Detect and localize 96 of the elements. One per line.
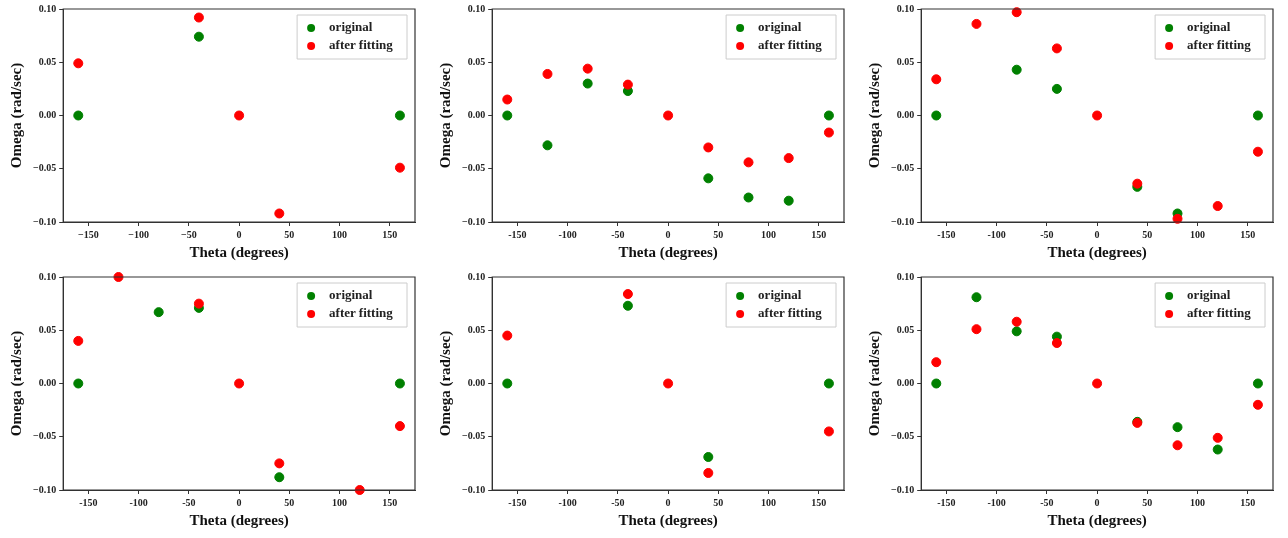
x-tick-label: -50 — [1040, 496, 1054, 508]
y-tick-label: 0.05 — [896, 323, 915, 335]
x-tick-label: -150 — [937, 228, 956, 240]
legend-label: after fitting — [758, 305, 823, 321]
x-tick-label: 0 — [236, 496, 242, 508]
x-tick-label: −50 — [180, 228, 197, 240]
x-axis-title: Theta (degrees) — [189, 243, 289, 261]
x-tick-label: 100 — [332, 496, 348, 508]
x-tick-label: 150 — [811, 228, 827, 240]
y-axis-title: Omega (rad/sec) — [865, 62, 883, 169]
x-axis-title: Theta (degrees) — [189, 511, 289, 529]
y-tick-label: 0.10 — [896, 2, 915, 14]
x-tick-label: 150 — [1240, 496, 1256, 508]
x-tick-label: 150 — [382, 228, 398, 240]
legend-label: original — [1187, 19, 1231, 35]
x-axis-title: Theta (degrees) — [618, 511, 718, 529]
x-tick-label: 100 — [1190, 228, 1206, 240]
x-tick-label: 50 — [284, 228, 295, 240]
x-tick-label: 100 — [1190, 496, 1206, 508]
y-tick-label: 0.05 — [38, 55, 57, 67]
y-axis-title: Omega (rad/sec) — [436, 330, 454, 437]
x-tick-label: −150 — [77, 228, 99, 240]
y-tick-label: −0.10 — [891, 215, 915, 227]
x-tick-label: -50 — [611, 496, 625, 508]
x-tick-label: -50 — [182, 496, 196, 508]
x-tick-label: -150 — [508, 496, 527, 508]
y-tick-label: −0.05 — [33, 430, 57, 442]
x-tick-label: 0 — [665, 496, 671, 508]
legend-label: after fitting — [758, 37, 823, 53]
x-tick-label: 0 — [236, 228, 242, 240]
legend-label: after fitting — [1187, 37, 1252, 53]
y-tick-label: −0.10 — [462, 215, 486, 227]
x-axis-title: Theta (degrees) — [1047, 511, 1147, 529]
x-tick-label: -100 — [558, 496, 577, 508]
y-tick-label: 0.00 — [896, 109, 915, 121]
x-tick-label: -100 — [987, 228, 1006, 240]
x-tick-label: -50 — [1040, 228, 1054, 240]
x-tick-label: 50 — [713, 496, 724, 508]
y-tick-label: −0.10 — [462, 483, 486, 495]
y-tick-label: 0.00 — [467, 377, 486, 389]
y-tick-label: −0.10 — [33, 215, 57, 227]
y-axis-title: Omega (rad/sec) — [7, 62, 25, 169]
legend-label: original — [758, 19, 802, 35]
x-tick-label: 100 — [761, 228, 777, 240]
x-tick-label: 0 — [665, 228, 671, 240]
x-tick-label: -100 — [987, 496, 1006, 508]
x-tick-label: −100 — [128, 228, 149, 240]
x-tick-label: -100 — [558, 228, 577, 240]
y-tick-label: −0.10 — [891, 483, 915, 495]
legend-label: original — [1187, 287, 1231, 303]
y-tick-label: 0.00 — [38, 109, 57, 121]
x-tick-label: -100 — [129, 496, 148, 508]
x-axis-title: Theta (degrees) — [618, 243, 718, 261]
y-tick-label: 0.00 — [38, 377, 57, 389]
x-tick-label: 150 — [1240, 228, 1256, 240]
y-tick-label: 0.10 — [467, 270, 486, 282]
y-tick-label: 0.00 — [467, 109, 486, 121]
x-tick-label: -150 — [508, 228, 527, 240]
y-tick-label: −0.05 — [462, 430, 486, 442]
legend-label: original — [329, 287, 373, 303]
y-tick-label: 0.05 — [467, 323, 486, 335]
x-tick-label: 50 — [1142, 496, 1153, 508]
y-tick-label: 0.10 — [38, 270, 57, 282]
x-tick-label: 50 — [1142, 228, 1153, 240]
x-tick-label: -50 — [611, 228, 625, 240]
x-axis-title: Theta (degrees) — [1047, 243, 1147, 261]
x-tick-label: 50 — [713, 228, 724, 240]
y-tick-label: −0.10 — [33, 483, 57, 495]
y-tick-label: 0.05 — [467, 55, 486, 67]
legend-label: original — [758, 287, 802, 303]
x-tick-label: 150 — [382, 496, 398, 508]
y-axis-title: Omega (rad/sec) — [7, 330, 25, 437]
y-tick-label: 0.05 — [38, 323, 57, 335]
y-tick-label: −0.05 — [891, 430, 915, 442]
y-axis-title: Omega (rad/sec) — [436, 62, 454, 169]
y-tick-label: −0.05 — [33, 162, 57, 174]
legend-label: after fitting — [329, 37, 394, 53]
x-tick-label: 150 — [811, 496, 827, 508]
y-tick-label: −0.05 — [462, 162, 486, 174]
legend-label: after fitting — [1187, 305, 1252, 321]
x-tick-label: 0 — [1094, 496, 1100, 508]
y-tick-label: 0.10 — [896, 270, 915, 282]
y-tick-label: −0.05 — [891, 162, 915, 174]
legend-label: after fitting — [329, 305, 394, 321]
y-tick-label: 0.00 — [896, 377, 915, 389]
x-tick-label: 100 — [761, 496, 777, 508]
x-tick-label: 0 — [1094, 228, 1100, 240]
y-tick-label: 0.05 — [896, 55, 915, 67]
x-tick-label: -150 — [79, 496, 98, 508]
y-tick-label: 0.10 — [38, 2, 57, 14]
legend-label: original — [329, 19, 373, 35]
y-axis-title: Omega (rad/sec) — [865, 330, 883, 437]
x-tick-label: 100 — [332, 228, 348, 240]
y-tick-label: 0.10 — [467, 2, 486, 14]
x-tick-label: 50 — [284, 496, 295, 508]
x-tick-label: -150 — [937, 496, 956, 508]
